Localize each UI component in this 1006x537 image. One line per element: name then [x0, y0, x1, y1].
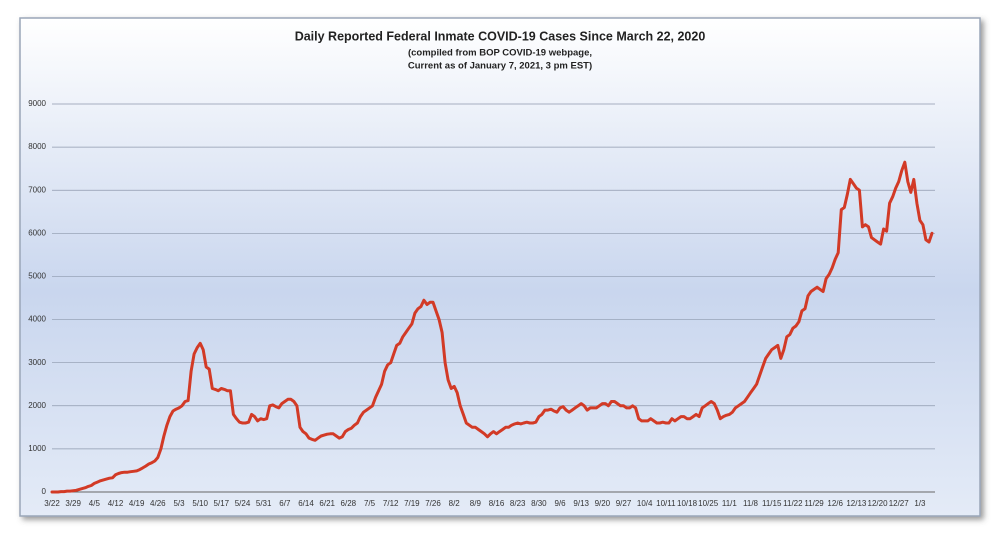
x-tick-label: 3/29: [65, 499, 81, 508]
x-tick-label: 8/30: [531, 499, 547, 508]
x-tick-label: 10/11: [656, 499, 676, 508]
x-tick-label: 4/12: [108, 499, 124, 508]
x-tick-label: 12/27: [889, 499, 910, 508]
x-tick-label: 11/29: [804, 499, 824, 508]
x-tick-label: 5/17: [214, 499, 230, 508]
x-tick-label: 5/10: [192, 499, 208, 508]
line-series: [50, 160, 934, 494]
x-tick-label: 3/22: [44, 499, 60, 508]
x-tick-label: 5/3: [173, 499, 185, 508]
y-tick-label: 7000: [28, 185, 46, 194]
chart-subtitle: Current as of January 7, 2021, 3 pm EST): [408, 61, 592, 72]
y-tick-label: 9000: [28, 99, 46, 108]
x-tick-label: 10/4: [637, 499, 653, 508]
x-tick-label: 8/9: [470, 499, 482, 508]
chart-subtitle: (compiled from BOP COVID-19 webpage,: [408, 48, 592, 59]
x-tick-label: 10/25: [698, 499, 719, 508]
x-tick-label: 9/27: [616, 499, 632, 508]
x-tick-label: 7/12: [383, 499, 399, 508]
x-tick-label: 1/3: [914, 499, 926, 508]
y-tick-label: 6000: [28, 228, 46, 237]
y-tick-label: 8000: [28, 142, 46, 151]
x-tick-label: 7/5: [364, 499, 376, 508]
x-tick-label: 9/13: [573, 499, 589, 508]
x-tick-label: 11/15: [762, 499, 782, 508]
x-tick-label: 11/22: [783, 499, 803, 508]
x-tick-label: 8/23: [510, 499, 526, 508]
x-tick-label: 6/28: [341, 499, 357, 508]
x-tick-label: 5/31: [256, 499, 272, 508]
x-tick-label: 11/8: [743, 499, 759, 508]
x-tick-label: 6/21: [319, 499, 335, 508]
x-tick-label: 11/1: [722, 499, 738, 508]
x-tick-label: 4/19: [129, 499, 145, 508]
x-tick-label: 8/2: [449, 499, 461, 508]
x-tick-label: 5/24: [235, 499, 251, 508]
y-tick-label: 3000: [28, 358, 46, 367]
x-tick-label: 7/26: [425, 499, 441, 508]
x-tick-label: 9/20: [595, 499, 611, 508]
y-tick-label: 0: [42, 487, 47, 496]
chart-title: Daily Reported Federal Inmate COVID-19 C…: [295, 29, 706, 43]
x-tick-label: 7/19: [404, 499, 420, 508]
x-tick-label: 6/7: [279, 499, 291, 508]
x-tick-label: 12/6: [827, 499, 843, 508]
x-tick-label: 10/18: [677, 499, 698, 508]
y-tick-label: 2000: [28, 401, 46, 410]
y-tick-label: 4000: [28, 315, 46, 324]
x-tick-label: 6/14: [298, 499, 314, 508]
x-tick-label: 4/26: [150, 499, 166, 508]
x-tick-label: 12/13: [846, 499, 867, 508]
x-tick-label: 8/16: [489, 499, 505, 508]
x-tick-label: 9/6: [554, 499, 566, 508]
x-tick-label: 4/5: [89, 499, 101, 508]
y-tick-label: 5000: [28, 272, 46, 281]
y-tick-label: 1000: [28, 444, 46, 453]
x-tick-label: 12/20: [868, 499, 889, 508]
